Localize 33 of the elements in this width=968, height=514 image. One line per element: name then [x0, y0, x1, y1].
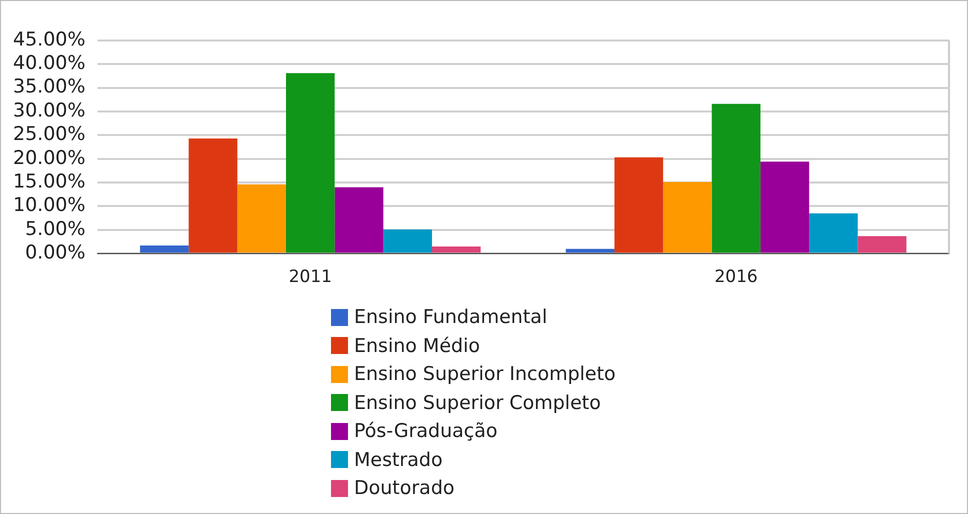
- y-tick-label: 45.00%: [12, 28, 86, 50]
- y-tick-label: 30.00%: [12, 99, 86, 122]
- bar: [614, 157, 664, 253]
- legend-label: Ensino Médio: [354, 334, 480, 357]
- legend-label: Pós-Graduação: [354, 420, 498, 442]
- bar: [140, 246, 189, 253]
- bar: [188, 138, 238, 253]
- bar: [566, 248, 614, 253]
- legend-label: Ensino Superior Completo: [354, 392, 601, 414]
- bar: [286, 73, 335, 253]
- x-tick-label: 2016: [714, 267, 758, 288]
- y-tick-label: 20.00%: [12, 146, 86, 169]
- bar: [237, 184, 286, 253]
- legend-label: Doutorado: [354, 477, 455, 500]
- y-tick-label: 15.00%: [12, 170, 86, 192]
- bar: [760, 162, 810, 253]
- y-tick-label: 5.00%: [25, 218, 86, 240]
- y-tick-label: 25.00%: [12, 123, 86, 146]
- bar: [809, 213, 858, 253]
- y-tick-label: 0.00%: [25, 242, 86, 264]
- x-tick-label: 2011: [288, 267, 332, 288]
- bar: [334, 187, 384, 253]
- bar: [712, 104, 760, 253]
- y-tick-label: 35.00%: [12, 76, 86, 98]
- bar: [383, 229, 432, 253]
- legend-label: Mestrado: [354, 448, 443, 471]
- bar: [858, 236, 906, 253]
- y-tick-label: 40.00%: [12, 52, 86, 74]
- bar: [663, 182, 712, 253]
- legend-label: Ensino Superior Incompleto: [354, 363, 616, 386]
- legend-label: Ensino Fundamental: [354, 306, 548, 328]
- bar: [432, 246, 481, 253]
- y-tick-label: 10.00%: [12, 194, 86, 216]
